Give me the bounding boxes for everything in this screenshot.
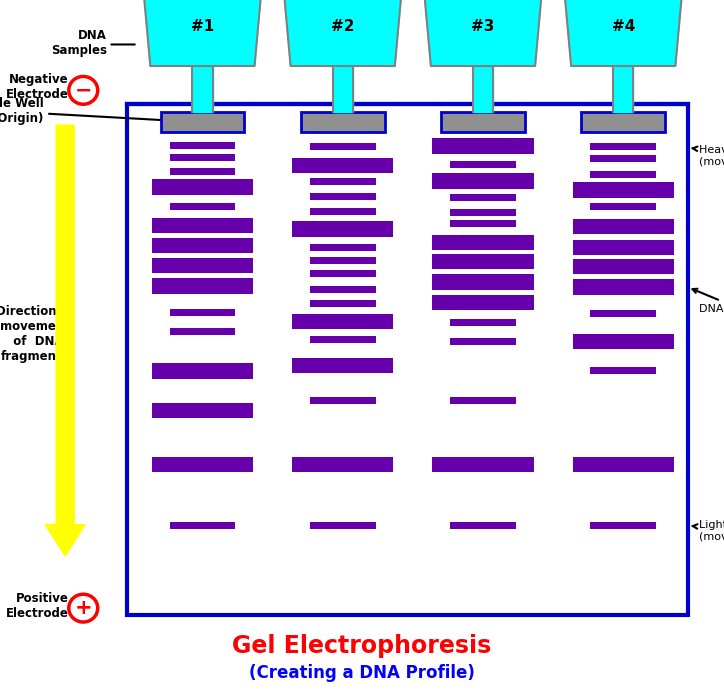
Bar bbox=[573, 259, 674, 275]
Polygon shape bbox=[613, 66, 634, 113]
Bar bbox=[432, 457, 534, 472]
Circle shape bbox=[69, 594, 98, 622]
Bar bbox=[292, 158, 393, 173]
Bar bbox=[310, 270, 376, 277]
Bar bbox=[441, 113, 525, 132]
Polygon shape bbox=[473, 66, 493, 113]
Polygon shape bbox=[424, 0, 542, 66]
Bar bbox=[169, 142, 235, 149]
Bar bbox=[590, 142, 656, 149]
Bar bbox=[432, 138, 534, 154]
Bar bbox=[590, 203, 656, 210]
Text: Direction of
movement
  of  DNA
fragments: Direction of movement of DNA fragments bbox=[0, 304, 74, 363]
Bar bbox=[432, 254, 534, 269]
Bar bbox=[310, 300, 376, 307]
Bar bbox=[169, 168, 235, 175]
Bar bbox=[152, 218, 253, 234]
Bar bbox=[152, 279, 253, 294]
Bar bbox=[152, 179, 253, 195]
Bar bbox=[310, 142, 376, 149]
Bar bbox=[573, 457, 674, 472]
Bar bbox=[292, 221, 393, 236]
Bar bbox=[169, 328, 235, 335]
Bar bbox=[169, 522, 235, 529]
Bar bbox=[432, 234, 534, 250]
Bar bbox=[573, 334, 674, 350]
Bar bbox=[152, 363, 253, 379]
Text: Heaviest Fragments
(move slowest): Heaviest Fragments (move slowest) bbox=[692, 145, 724, 166]
Bar bbox=[310, 336, 376, 343]
Text: #2: #2 bbox=[331, 19, 355, 33]
Bar bbox=[310, 179, 376, 186]
Bar bbox=[450, 338, 516, 345]
Bar bbox=[590, 171, 656, 178]
Bar bbox=[292, 358, 393, 373]
FancyArrow shape bbox=[45, 125, 85, 556]
Bar bbox=[450, 161, 516, 168]
Text: Lightest Fragments
(move fastest): Lightest Fragments (move fastest) bbox=[692, 520, 724, 541]
Bar bbox=[310, 256, 376, 263]
Text: Gel Electrophoresis: Gel Electrophoresis bbox=[232, 635, 492, 658]
Bar bbox=[432, 295, 534, 310]
Circle shape bbox=[69, 76, 98, 104]
Text: +: + bbox=[75, 598, 92, 618]
Text: Negative
Electrode: Negative Electrode bbox=[6, 73, 69, 101]
Polygon shape bbox=[283, 0, 402, 66]
Bar bbox=[127, 104, 688, 615]
Text: DNA
Samples: DNA Samples bbox=[51, 29, 107, 57]
Text: (Creating a DNA Profile): (Creating a DNA Profile) bbox=[249, 664, 475, 682]
Polygon shape bbox=[143, 0, 262, 66]
Bar bbox=[292, 313, 393, 329]
Text: #4: #4 bbox=[612, 19, 635, 33]
Bar bbox=[573, 279, 674, 295]
Bar bbox=[432, 275, 534, 290]
Bar bbox=[590, 522, 656, 529]
Text: #1: #1 bbox=[191, 19, 214, 33]
Text: DNA Fragment: DNA Fragment bbox=[693, 288, 724, 313]
Bar bbox=[152, 403, 253, 418]
Bar bbox=[310, 193, 376, 199]
Bar bbox=[450, 397, 516, 404]
Bar bbox=[450, 522, 516, 529]
Text: #3: #3 bbox=[471, 19, 494, 33]
Bar bbox=[450, 220, 516, 227]
Bar bbox=[573, 182, 674, 197]
Polygon shape bbox=[332, 66, 353, 113]
Polygon shape bbox=[564, 0, 683, 66]
Bar bbox=[152, 457, 253, 472]
Bar bbox=[169, 154, 235, 161]
Bar bbox=[581, 113, 665, 132]
Text: −: − bbox=[75, 81, 92, 100]
Bar bbox=[169, 203, 235, 210]
Bar bbox=[292, 457, 393, 472]
Bar bbox=[450, 320, 516, 327]
Bar bbox=[301, 113, 384, 132]
Bar bbox=[590, 156, 656, 163]
Bar bbox=[310, 522, 376, 529]
Bar bbox=[152, 238, 253, 253]
Bar bbox=[450, 209, 516, 216]
Bar bbox=[310, 208, 376, 215]
Bar bbox=[310, 244, 376, 251]
Bar bbox=[310, 286, 376, 293]
Polygon shape bbox=[193, 66, 213, 113]
Bar bbox=[310, 397, 376, 404]
Bar bbox=[590, 368, 656, 375]
Bar bbox=[432, 173, 534, 188]
Bar bbox=[573, 240, 674, 255]
Text: Positive
Electrode: Positive Electrode bbox=[6, 592, 69, 620]
Bar bbox=[152, 258, 253, 273]
Bar bbox=[161, 113, 244, 132]
Bar bbox=[169, 309, 235, 316]
Bar bbox=[450, 194, 516, 201]
Bar bbox=[573, 219, 674, 234]
Bar bbox=[590, 310, 656, 317]
Text: Sample Well
(Origin): Sample Well (Origin) bbox=[0, 97, 194, 125]
